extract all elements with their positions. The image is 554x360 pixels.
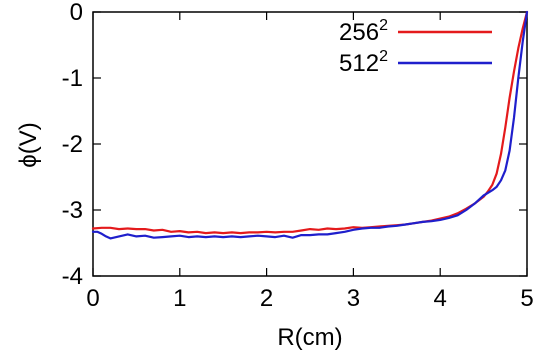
y-tick-label: -4 [62, 263, 83, 290]
y-tick-label: -3 [62, 197, 83, 224]
x-tick-label: 3 [347, 285, 360, 312]
x-tick-label: 2 [260, 285, 273, 312]
y-tick-label: 0 [70, 0, 83, 26]
series-line-512 [91, 10, 529, 240]
series-layer [91, 10, 529, 240]
legend-label-256: 2562 [339, 17, 388, 46]
x-tick-label: 4 [434, 285, 447, 312]
y-tick-label: -1 [62, 65, 83, 92]
x-tick-label: 0 [86, 285, 99, 312]
series-line-256 [91, 10, 529, 235]
legend-label-512: 5122 [339, 48, 388, 77]
y-axis-label: ϕ(V) [15, 122, 42, 167]
y-tick-label: -2 [62, 131, 83, 158]
x-tick-label: 5 [520, 285, 533, 312]
x-axis-ticks: 0 1 2 3 4 5 [86, 12, 534, 312]
x-tick-label: 1 [173, 285, 186, 312]
y-axis-ticks: -4 -3 -2 -1 0 [62, 0, 527, 290]
x-axis-label: R(cm) [277, 324, 342, 351]
